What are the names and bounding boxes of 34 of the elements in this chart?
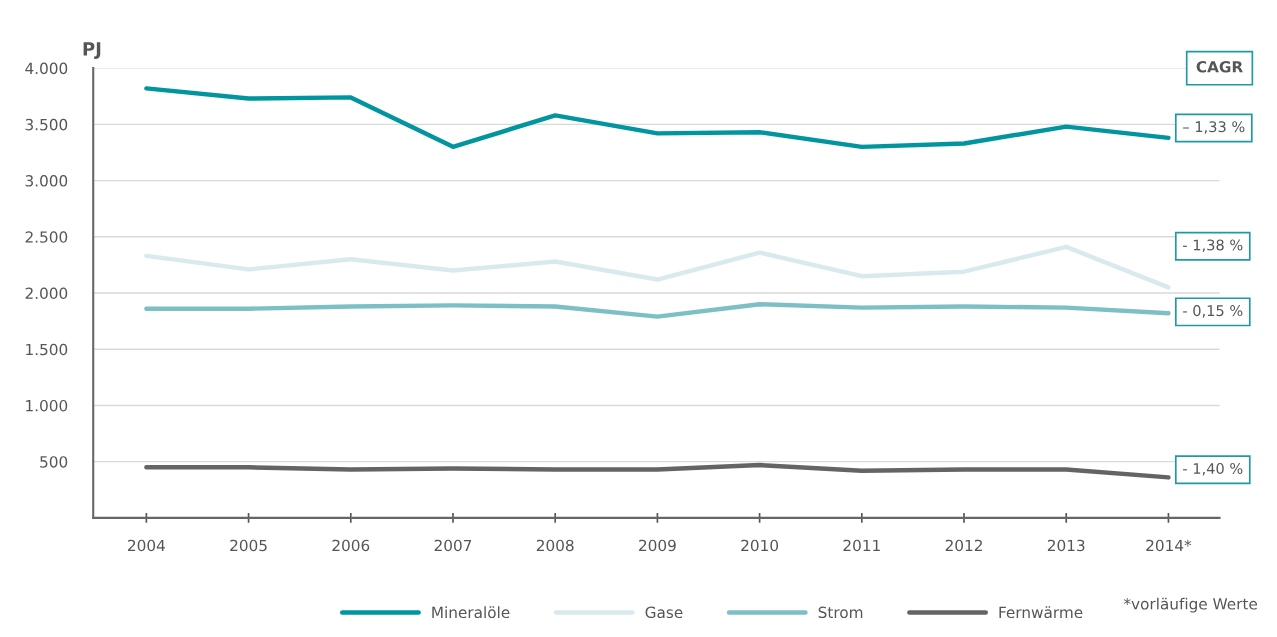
x-tick-label: 2004 [128, 539, 165, 552]
y-tick-label: 4.000 [25, 62, 68, 75]
legend-label: Strom [818, 606, 863, 619]
line-series [144, 302, 1171, 319]
x-tick-label: 2008 [536, 539, 574, 552]
line-series [144, 462, 1171, 480]
x-tick-label: 2012 [945, 539, 982, 552]
line-series [144, 86, 1171, 150]
x-tick-label: 2014* [1146, 539, 1192, 552]
annotation: – 1,33 % [1183, 121, 1245, 134]
annotation: - 1,38 % [1183, 239, 1243, 252]
annotation: - 0,15 % [1183, 305, 1243, 318]
x-tick-label: 2006 [332, 539, 370, 552]
legend-label: Fernwärme [999, 606, 1083, 619]
x-tick-label: 2009 [639, 539, 676, 552]
text: *vorläufige Werte [1123, 597, 1258, 613]
x-tick-label: 2007 [434, 539, 472, 552]
y-axis-title: PJ [83, 42, 101, 60]
x-tick-label: 2011 [843, 539, 880, 552]
y-tick-label: 3.000 [25, 175, 68, 187]
x-tick-label: 2010 [741, 539, 779, 552]
y-tick-label: 3.500 [25, 118, 68, 131]
y-tick-label: 2.500 [25, 231, 68, 243]
annotation: - 1,40 % [1183, 462, 1243, 476]
annotation: CAGR [1196, 61, 1243, 73]
legend-label: Mineralöle [432, 606, 510, 619]
y-tick-label: 1.000 [26, 399, 68, 412]
line-series [144, 244, 1171, 290]
legend-label: Gase [645, 606, 683, 619]
y-tick-label: 500 [40, 456, 68, 468]
x-tick-label: 2005 [230, 539, 267, 552]
y-tick-label: 2.000 [25, 287, 68, 300]
y-tick-label: 1.500 [26, 343, 68, 356]
x-tick-label: 2013 [1047, 539, 1085, 552]
